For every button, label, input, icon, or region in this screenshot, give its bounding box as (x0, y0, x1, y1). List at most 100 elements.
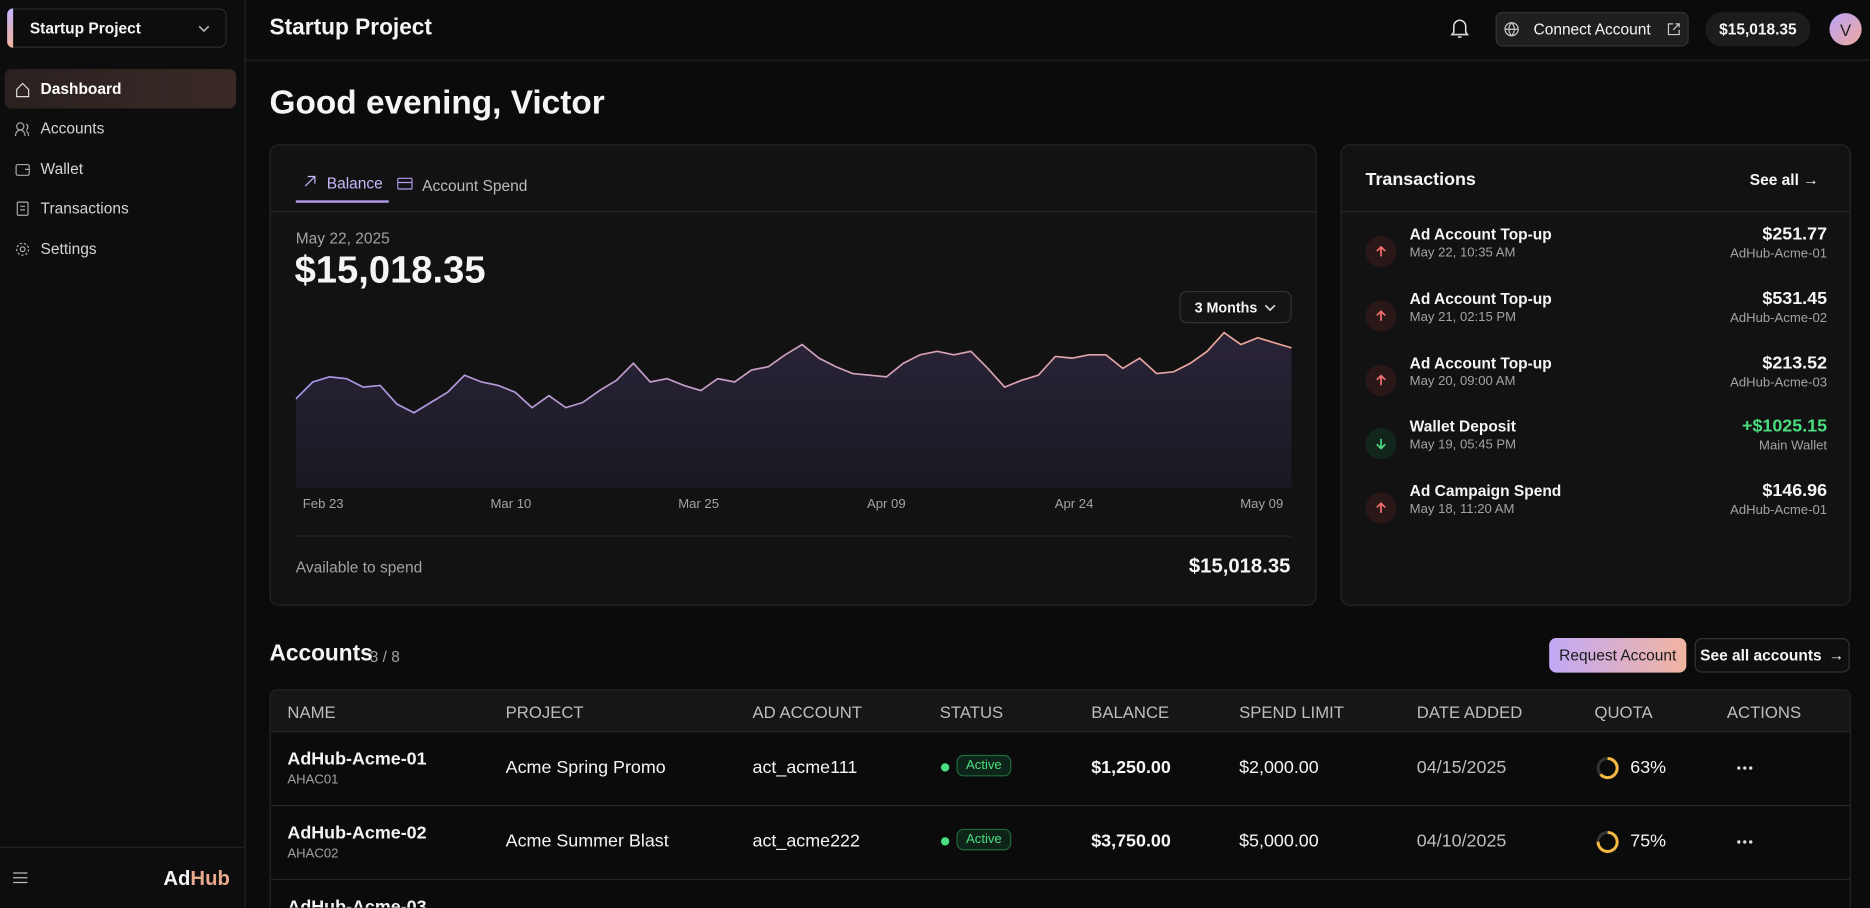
see-all-label: See all accounts (1700, 646, 1822, 665)
date-added: 04/10/2025 (1416, 831, 1507, 852)
x-tick-label: May 09 (1240, 496, 1283, 511)
balance-pill[interactable]: $15,018.35 (1705, 11, 1811, 47)
quota-arc (1596, 830, 1619, 854)
see-all-label: See all (1749, 170, 1799, 189)
transaction-amount: $251.77 (1762, 224, 1828, 245)
transaction-account: AdHub-Acme-01 (1730, 246, 1828, 262)
see-all[interactable]: See all → (1749, 170, 1819, 189)
direction-icon (1365, 236, 1397, 268)
sidebar: Startup Project Dashboard Accounts Walle… (0, 0, 246, 908)
transaction: Ad Account Top-up May 22, 10:35 AM $251.77… (1342, 219, 1851, 283)
column-header: BALANCE (1091, 702, 1170, 722)
dot (1749, 766, 1753, 770)
actions-button[interactable] (1735, 832, 1754, 851)
arrow (1376, 439, 1386, 451)
status-badge: Active (956, 828, 1012, 851)
connect-label: Connect Account (1533, 20, 1651, 39)
divider (0, 846, 245, 848)
brand-a: Ad (163, 867, 191, 890)
project-accent (7, 8, 14, 48)
chevron (1265, 304, 1276, 311)
arrow (1376, 245, 1386, 257)
transaction-title: Ad Account Top-up (1409, 289, 1552, 308)
actions-button[interactable] (1735, 758, 1754, 777)
column-header: QUOTA (1594, 702, 1653, 722)
nav-label: Wallet (40, 159, 84, 178)
chevron (198, 25, 210, 32)
project: Acme Summer Blast (505, 831, 669, 852)
icon (16, 82, 30, 97)
project-selector[interactable]: Startup Project (7, 8, 227, 48)
area (295, 332, 1292, 488)
transaction-account: AdHub-Acme-02 (1730, 311, 1828, 326)
status-dot (940, 763, 950, 772)
range-select[interactable]: 3 Months (1179, 290, 1292, 324)
icon (1504, 22, 1519, 37)
transactions-card: Transactions See all → Ad Account Top-up… (1340, 144, 1851, 606)
avatar[interactable]: V (1829, 13, 1862, 46)
dot (1743, 766, 1747, 770)
balance: $15,018.35 (1719, 20, 1797, 39)
page-title: Startup Project (269, 15, 432, 41)
icon (397, 177, 413, 190)
tab[interactable]: Balance (295, 174, 389, 203)
quota-label: 75% (1630, 831, 1667, 852)
status-badge: Active (956, 754, 1012, 777)
arrow-path (1376, 374, 1386, 385)
header: Startup Project Connect Account $15,018.… (245, 0, 1870, 61)
account-code: AHAC01 (287, 772, 339, 788)
table-row: AdHub-Acme-02 AHAC02 Acme Summer Blast act_… (270, 805, 1850, 881)
transaction-time: May 22, 10:35 AM (1409, 245, 1516, 260)
nav-label: Settings (40, 239, 97, 258)
quota-ring (1596, 757, 1619, 780)
arrow-path (1376, 245, 1386, 257)
nav-label: Transactions (40, 199, 129, 218)
section-title: Accounts (269, 641, 373, 667)
greeting: Good evening, Victor (269, 83, 605, 121)
see-all-accounts[interactable]: See all accounts → (1694, 638, 1850, 673)
range-label: 3 Months (1194, 298, 1258, 316)
transaction-time: May 18, 11:20 AM (1409, 502, 1515, 517)
account-name: AdHub-Acme-01 (287, 748, 427, 770)
transaction-amount: $213.52 (1762, 352, 1828, 373)
tab[interactable]: Account Spend (397, 177, 527, 194)
nav-item[interactable]: Wallet (5, 149, 236, 188)
arrow-path (1376, 439, 1386, 451)
transaction-time: May 20, 09:00 AM (1409, 373, 1516, 389)
transaction: Ad Campaign Spend May 18, 11:20 AM $146.96… (1342, 476, 1851, 540)
connect-button[interactable]: Connect Account (1495, 11, 1689, 47)
nav-item[interactable]: Transactions (5, 188, 236, 227)
account-name: AdHub-Acme-03 (287, 896, 427, 908)
project: Acme Spring Promo (505, 757, 666, 778)
x-tick-label: Feb 23 (303, 496, 344, 511)
brand-b: Hub (190, 867, 230, 890)
transaction-title: Ad Account Top-up (1409, 225, 1552, 244)
table-header: NAME PROJECT AD ACCOUNT STATUS BALANCE SPEND … (270, 690, 1850, 733)
balance: $1,250.00 (1091, 757, 1171, 778)
x-tick-label: Mar 10 (491, 496, 532, 511)
icon (15, 163, 30, 176)
divider (270, 211, 1316, 213)
transaction-amount: +$1025.15 (1741, 416, 1828, 437)
nav-item[interactable]: Accounts (5, 109, 236, 148)
menu-icon[interactable] (12, 869, 29, 886)
nav-item[interactable]: Dashboard (4, 69, 237, 109)
nav-item[interactable]: Settings (5, 229, 236, 268)
balance: $3,750.00 (1091, 831, 1171, 852)
x-tick-label: Apr 24 (1055, 496, 1094, 511)
dot (1737, 840, 1741, 844)
icon (16, 242, 30, 256)
brand: AdHub (163, 867, 229, 891)
divider (295, 535, 1292, 537)
request-button[interactable]: Request Account (1549, 638, 1687, 673)
dot (1749, 840, 1753, 844)
transaction-time: May 21, 02:15 PM (1409, 309, 1517, 325)
icon (14, 121, 30, 136)
request-label: Request Account (1559, 646, 1677, 665)
direction-icon (1365, 364, 1397, 396)
bell[interactable] (1450, 18, 1470, 39)
transaction: Ad Account Top-up May 21, 02:15 PM $531.45… (1342, 284, 1851, 348)
arrow-path (1376, 309, 1386, 321)
column-header: AD ACCOUNT (752, 702, 863, 722)
tab-label: Balance (326, 174, 383, 193)
